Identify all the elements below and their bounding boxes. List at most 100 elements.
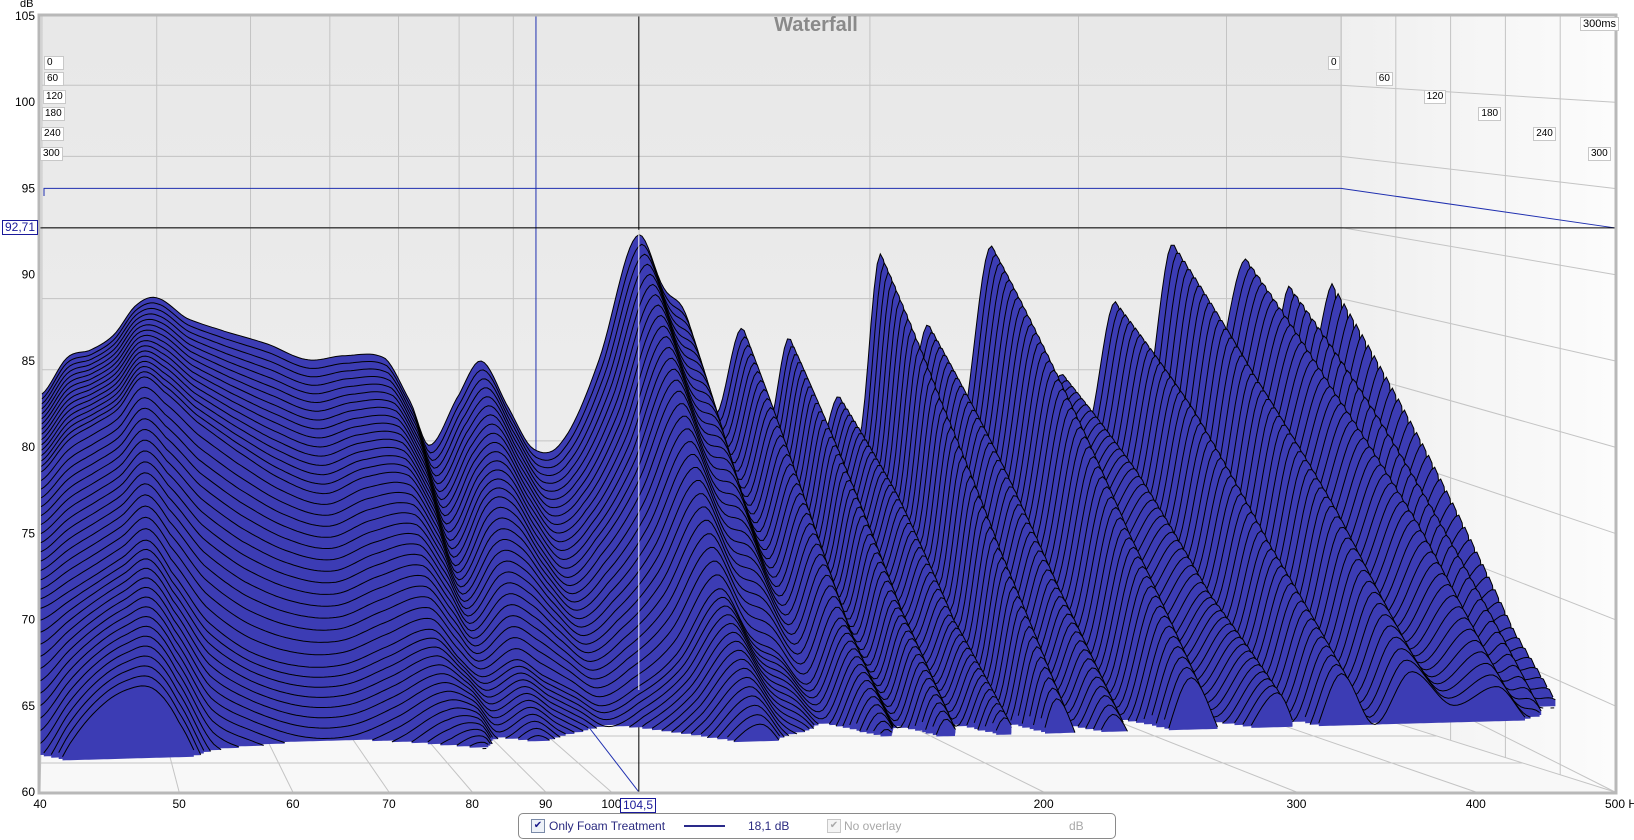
waterfall-slice-outline [716, 704, 785, 739]
x-tick-label: 500 Hz [1605, 797, 1634, 811]
time-axis-label: 300ms [1580, 17, 1620, 31]
waterfall-slice-outline [1318, 671, 1526, 726]
waterfall-slice-outline [680, 667, 810, 734]
waterfall-slice-outline [1250, 692, 1293, 726]
time-tick-label-left: 60 [44, 72, 64, 86]
y-tick-label: 95 [22, 181, 36, 195]
x-tick-label: 60 [286, 797, 300, 811]
series-line-swatch [684, 825, 725, 827]
overlay-label: No overlay [844, 819, 902, 833]
waterfall-slice [1168, 677, 1218, 731]
y-tick-label: 100 [15, 95, 35, 109]
waterfall-slice-outline [39, 635, 239, 748]
waterfall-slice-outline [39, 625, 264, 746]
waterfall-slice-outline [856, 696, 894, 727]
waterfall-slice-outline [505, 720, 561, 739]
waterfall-slice [1318, 671, 1525, 727]
waterfall-slice-outline [372, 699, 566, 741]
waterfall-slice-outline [40, 586, 589, 729]
time-tick-label-wall: 120 [1423, 90, 1447, 104]
waterfall-slice-outline [727, 714, 781, 738]
waterfall-slices [39, 234, 1556, 761]
x-tick-label: 80 [466, 797, 480, 811]
waterfall-slice [733, 724, 779, 743]
waterfall-slice-outline [527, 734, 550, 741]
waterfall-slice-outline [39, 645, 222, 751]
waterfall-slice-outline [859, 704, 894, 732]
waterfall-slice-outline [40, 596, 584, 732]
waterfall-slice-outline [411, 715, 493, 743]
y-tick-label: 85 [22, 354, 36, 368]
waterfall-slice-outline [984, 702, 1008, 727]
time-tick-label-left: 180 [42, 107, 65, 121]
series-value: 18,1 dB [748, 819, 790, 833]
waterfall-slice-outline [932, 710, 956, 730]
cursor-3d-level-line [43, 187, 1616, 229]
waterfall-slice-outline [690, 676, 806, 734]
waterfall-slice-outline [391, 707, 499, 743]
waterfall-slice-outline [1085, 695, 1124, 729]
x-tick-label: 300 [1286, 797, 1306, 811]
waterfall-slice-outline [880, 728, 892, 734]
x-tick-label: 200 [1034, 797, 1054, 811]
overlay-checkbox[interactable]: ✔ [827, 819, 841, 833]
waterfall-slice-outline [62, 685, 195, 757]
waterfall-slice [469, 742, 489, 748]
waterfall-slice-outline [995, 717, 1012, 731]
waterfall-slice-outline [661, 649, 815, 731]
waterfall-slice-outline [1168, 677, 1218, 729]
time-tick-label-left: 120 [43, 90, 66, 104]
waterfall-slice-outline [43, 655, 212, 754]
x-tick-label: 50 [172, 797, 186, 811]
waterfall-slice [996, 717, 1012, 735]
time-tick-label-wall: 240 [1533, 127, 1556, 141]
waterfall-slice-outline [1021, 656, 1123, 724]
y-tick-label: 60 [22, 785, 36, 799]
waterfall-slice-outline [456, 735, 491, 746]
waterfall-slice-outline [1017, 646, 1122, 723]
x-tick-label: 40 [33, 797, 47, 811]
time-tick-label-left: 0 [44, 56, 64, 70]
time-tick-label-wall: 180 [1478, 107, 1502, 121]
waterfall-slice-outline [50, 665, 205, 755]
waterfall-slice-outline [935, 718, 956, 735]
waterfall-slice-outline [1100, 713, 1128, 732]
x-tick-label: 400 [1466, 797, 1486, 811]
waterfall-slice-outline [706, 695, 790, 739]
waterfall-slice-outline [517, 727, 556, 740]
cursor-level-readout: 92,71 [2, 220, 39, 235]
waterfall-slice-outline [1092, 704, 1124, 730]
y-tick-label: 90 [22, 268, 36, 282]
waterfall-slice-outline [873, 720, 893, 732]
y-tick-label: 105 [15, 9, 35, 23]
waterfall-slice-outline [1044, 698, 1076, 733]
waterfall-slice-outline [440, 728, 493, 745]
y-tick-label: 80 [22, 440, 36, 454]
waterfall-slice-outline [700, 686, 798, 735]
x-tick-label: 70 [382, 797, 396, 811]
waterfall-slice-outline [58, 675, 202, 755]
time-tick-label-wall: 60 [1375, 72, 1393, 86]
y-tick-label: 70 [22, 613, 36, 627]
waterfall-slice-outline [40, 577, 598, 729]
waterfall-slice-outline [866, 712, 894, 731]
y-tick-label: 65 [22, 699, 36, 713]
cursor-frequency-readout: 104,5 [620, 798, 657, 813]
x-tick-label: 90 [539, 797, 553, 811]
x-tick-label: 100 [601, 797, 621, 811]
legend-bar: ✔ Only Foam Treatment 18,1 dB ✔ No overl… [518, 813, 1116, 839]
waterfall-slice-outline [39, 615, 285, 744]
waterfall-slice [1045, 698, 1075, 734]
y-tick-label: 75 [22, 526, 36, 540]
time-tick-label-left: 300 [40, 147, 63, 161]
waterfall-slice [518, 728, 555, 741]
waterfall-slice-outline [733, 723, 780, 742]
chart-title: Waterfall [774, 14, 858, 36]
waterfall-slice-outline [469, 741, 489, 747]
series-name[interactable]: Only Foam Treatment [549, 819, 666, 833]
time-tick-label-wall: 0 [1328, 56, 1340, 70]
waterfall-slice [936, 719, 955, 737]
series-checkbox[interactable]: ✔ [531, 819, 545, 833]
